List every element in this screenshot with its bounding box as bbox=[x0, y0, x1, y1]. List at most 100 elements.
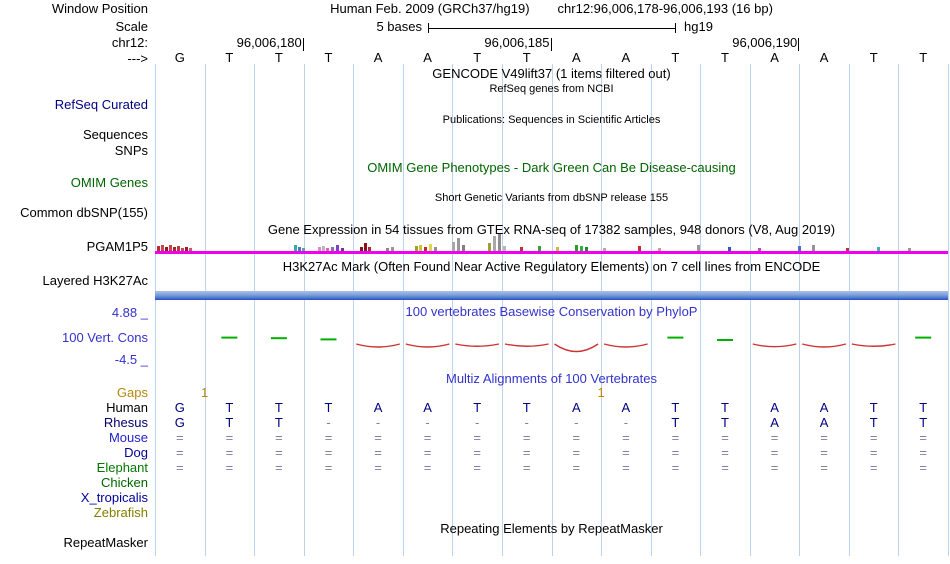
gtex-expression-bar bbox=[181, 248, 184, 251]
species-label-elephant[interactable]: Elephant bbox=[96, 460, 148, 475]
base-guideline bbox=[799, 64, 801, 556]
gtex-expression-bar bbox=[697, 245, 700, 251]
gtex-expression-bar bbox=[177, 246, 180, 251]
alignment-base: = bbox=[473, 430, 481, 445]
alignment-base: = bbox=[225, 445, 234, 460]
alignment-base: T bbox=[919, 415, 928, 430]
gtex-expression-bar bbox=[165, 247, 168, 251]
h3k27ac-track-label[interactable]: Layered H3K27Ac bbox=[42, 273, 148, 288]
omim-track-title: OMIM Gene Phenotypes - Dark Green Can Be… bbox=[367, 160, 736, 175]
alignment-base: = bbox=[374, 445, 382, 460]
publications-track-title: Publications: Sequences in Scientific Ar… bbox=[442, 114, 661, 126]
alignment-base: = bbox=[176, 430, 184, 445]
alignment-base: A bbox=[770, 400, 779, 415]
gtex-expression-bar bbox=[157, 246, 160, 251]
species-label-dog[interactable]: Dog bbox=[124, 445, 148, 460]
sequence-base: A bbox=[770, 50, 779, 65]
gtex-expression-bar bbox=[161, 245, 164, 251]
h3k27ac-signal-band[interactable] bbox=[155, 291, 948, 300]
alignment-base: = bbox=[522, 430, 531, 445]
alignment-base: = bbox=[622, 460, 630, 475]
gtex-expression-bar bbox=[429, 244, 432, 251]
alignment-base: = bbox=[671, 445, 680, 460]
gtex-expression-bar bbox=[503, 246, 506, 251]
gtex-expression-bar bbox=[498, 234, 501, 251]
alignment-base: = bbox=[423, 430, 432, 445]
gtex-expression-bar bbox=[341, 248, 344, 251]
alignment-base: - bbox=[475, 415, 480, 430]
gtex-expression-bar bbox=[538, 246, 541, 251]
alignment-base: = bbox=[770, 460, 779, 475]
gtex-expression-bar bbox=[434, 247, 437, 251]
alignment-base: = bbox=[919, 460, 927, 475]
alignment-base: A bbox=[819, 400, 829, 415]
dbsnp-track-label[interactable]: Common dbSNP(155) bbox=[20, 205, 148, 220]
alignment-base: = bbox=[473, 460, 481, 475]
gtex-expression-bar bbox=[419, 245, 422, 251]
conservation-track-label[interactable]: 100 Vert. Cons bbox=[62, 330, 148, 345]
alignment-base: T bbox=[721, 400, 729, 415]
sequences-track-label[interactable]: Sequences bbox=[82, 127, 148, 142]
refseq-track-subtitle: RefSeq genes from NCBI bbox=[489, 83, 614, 95]
position-header: Human Feb. 2009 (GRCh37/hg19) chr12:96,00… bbox=[155, 1, 948, 16]
sequence-base: T bbox=[671, 50, 680, 65]
species-label-rhesus[interactable]: Rhesus bbox=[103, 415, 148, 430]
gtex-expression-bar bbox=[457, 238, 460, 251]
alignment-base: = bbox=[770, 430, 779, 445]
refseq-track-label[interactable]: RefSeq Curated bbox=[54, 97, 148, 112]
alignment-base: = bbox=[869, 430, 878, 445]
ruler-coordinate-label: 96,006,190 bbox=[732, 35, 798, 50]
alignment-base: = bbox=[324, 460, 333, 475]
alignment-base: T bbox=[274, 415, 283, 430]
base-guideline bbox=[155, 64, 156, 556]
sequence-base: A bbox=[373, 50, 383, 65]
sequence-base: T bbox=[522, 50, 531, 65]
scale-bar-right-tick bbox=[675, 23, 676, 33]
alignment-base: T bbox=[671, 415, 680, 430]
species-label-mouse[interactable]: Mouse bbox=[108, 430, 148, 445]
alignment-base: - bbox=[425, 415, 430, 430]
species-label-chicken[interactable]: Chicken bbox=[101, 475, 148, 490]
base-guideline bbox=[650, 64, 652, 556]
alignment-base: A bbox=[770, 415, 779, 430]
alignment-base: T bbox=[324, 400, 333, 415]
sequence-base: T bbox=[225, 50, 234, 65]
sequence-base: T bbox=[721, 50, 729, 65]
alignment-base: - bbox=[574, 415, 579, 430]
repeatmasker-track-label[interactable]: RepeatMasker bbox=[63, 535, 148, 550]
species-label-zebrafish[interactable]: Zebrafish bbox=[93, 505, 148, 520]
sequence-base: T bbox=[473, 50, 482, 65]
alignment-base: - bbox=[623, 415, 629, 430]
gtex-expression-bar bbox=[189, 248, 192, 251]
alignment-base: G bbox=[174, 415, 185, 430]
gtex-expression-bar bbox=[575, 245, 578, 251]
sequence-base: A bbox=[423, 50, 432, 65]
alignment-base: T bbox=[225, 415, 234, 430]
gtex-gene-model-line[interactable] bbox=[155, 251, 948, 254]
gtex-expression-bar bbox=[638, 246, 641, 251]
alignment-base: = bbox=[671, 460, 680, 475]
multiz-track-title: Multiz Alignments of 100 Vertebrates bbox=[445, 371, 657, 386]
gtex-expression-bar bbox=[294, 245, 297, 251]
scale-bar-left-tick bbox=[428, 23, 429, 33]
alignment-base: - bbox=[326, 415, 331, 430]
omim-track-label[interactable]: OMIM Genes bbox=[70, 175, 148, 190]
gtex-expression-bar bbox=[585, 247, 588, 251]
alignment-base: = bbox=[820, 445, 828, 460]
alignment-base: T bbox=[274, 400, 283, 415]
alignment-gap-size: 1 bbox=[200, 385, 209, 400]
alignment-gap-size: 1 bbox=[597, 385, 605, 400]
gtex-gene-label[interactable]: PGAM1P5 bbox=[86, 239, 148, 254]
base-guideline bbox=[402, 64, 404, 556]
gtex-expression-bar bbox=[462, 245, 465, 251]
species-label-x-tropicalis[interactable]: X_tropicalis bbox=[80, 490, 148, 505]
conservation-max-value: 4.88 _ bbox=[111, 305, 148, 320]
snps-track-label[interactable]: SNPs bbox=[114, 143, 148, 158]
gtex-expression-bar bbox=[322, 246, 325, 251]
alignment-base: = bbox=[225, 430, 234, 445]
species-label-human[interactable]: Human bbox=[106, 400, 148, 415]
alignment-base: = bbox=[721, 445, 729, 460]
gtex-expression-bar bbox=[603, 248, 606, 251]
gtex-expression-bar bbox=[386, 248, 389, 251]
